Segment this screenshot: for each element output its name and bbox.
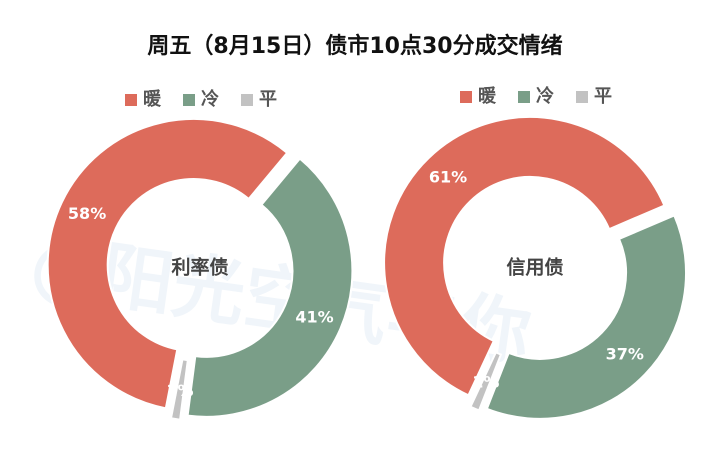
legend-label: 冷 xyxy=(201,88,219,110)
legend-label: 暖 xyxy=(478,85,497,107)
donut-slice xyxy=(383,115,666,397)
legend-swatch xyxy=(125,94,137,106)
legend-label: 平 xyxy=(259,89,277,110)
value-label: 61% xyxy=(429,168,467,187)
donut-slice xyxy=(186,157,354,418)
center-label: 利率债 xyxy=(171,256,228,279)
legend-swatch xyxy=(183,94,195,106)
legend-swatch xyxy=(518,91,530,103)
title: 周五（8月15日）债市10点30分成交情绪 xyxy=(147,33,562,59)
legend-label: 冷 xyxy=(536,85,554,107)
legend-swatch xyxy=(241,94,253,106)
donut-slice xyxy=(169,358,189,421)
value-label: 1% xyxy=(472,372,499,391)
donut-slice xyxy=(485,214,688,420)
value-label: 1% xyxy=(166,381,193,400)
value-label: 41% xyxy=(295,308,333,327)
donut-slice xyxy=(46,118,289,410)
legend-swatch xyxy=(460,91,472,103)
legend-label: 暖 xyxy=(143,88,162,110)
legend-swatch xyxy=(576,91,588,103)
value-label: 58% xyxy=(68,204,106,223)
legend-label: 平 xyxy=(594,86,612,107)
value-label: 37% xyxy=(606,344,644,363)
center-label: 信用债 xyxy=(506,256,563,279)
donut-slice xyxy=(469,351,503,412)
